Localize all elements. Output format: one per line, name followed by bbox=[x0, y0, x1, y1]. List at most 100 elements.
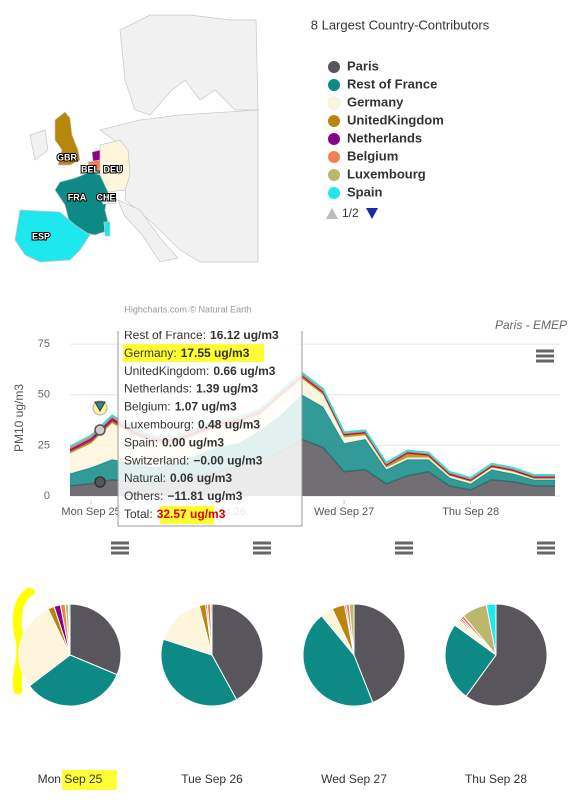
map-label: FRA bbox=[68, 192, 87, 202]
legend-item[interactable]: Paris bbox=[347, 58, 379, 73]
map-labels: GBR BEL DEU FRA CHE ESP bbox=[31, 151, 124, 242]
tooltip-row: Netherlands: 1.39 ug/m3 bbox=[124, 382, 258, 396]
map-label: GBR bbox=[57, 152, 78, 162]
map-land bbox=[99, 109, 259, 263]
menu-bar bbox=[253, 546, 271, 550]
tooltip-row: Natural: 0.06 ug/m3 bbox=[124, 471, 232, 485]
pie-slice[interactable] bbox=[162, 604, 213, 656]
pie-slice[interactable] bbox=[485, 603, 497, 656]
pie-slice[interactable] bbox=[69, 603, 122, 676]
legend-symbol bbox=[328, 61, 340, 73]
menu-button[interactable] bbox=[395, 541, 413, 555]
tooltip-row: Germany: 17.55 ug/m3 bbox=[124, 346, 250, 360]
legend-item[interactable]: Netherlands bbox=[347, 130, 422, 145]
menu-bar bbox=[395, 551, 413, 555]
menu-bar bbox=[536, 354, 554, 358]
tooltip-value: 16.12 ug/m3 bbox=[210, 328, 279, 342]
menu-bar bbox=[111, 546, 129, 550]
tooltip-row: UnitedKingdom: 0.66 ug/m3 bbox=[124, 364, 276, 378]
pie-slice[interactable] bbox=[67, 603, 71, 656]
legend-item[interactable]: Spain bbox=[347, 184, 382, 199]
pie-slice[interactable] bbox=[211, 603, 264, 701]
legend: Paris Rest of France Germany UnitedKingdom N… bbox=[327, 58, 444, 199]
menu-button[interactable] bbox=[111, 541, 129, 555]
tooltip-label: Germany: bbox=[124, 346, 177, 360]
hover-marker bbox=[94, 424, 106, 436]
pie-slice[interactable] bbox=[160, 638, 238, 707]
pies: Mon Sep 25 Tue Sep 26 Wed Sep 27 Thu Sep 28 bbox=[18, 603, 548, 786]
map-label: ESP bbox=[32, 231, 50, 241]
menu-bar bbox=[536, 359, 554, 363]
tooltip-value: 0.06 ug/m3 bbox=[170, 471, 232, 485]
hover-marker bbox=[94, 476, 106, 488]
pie-label: Wed Sep 27 bbox=[321, 772, 387, 786]
tooltip-value: 1.07 ug/m3 bbox=[175, 400, 237, 414]
map-land bbox=[119, 14, 259, 116]
tooltip-label: Others: bbox=[124, 489, 163, 503]
menu-button[interactable] bbox=[253, 541, 271, 555]
menu-button[interactable] bbox=[536, 349, 554, 363]
legend-symbol bbox=[328, 133, 340, 145]
tooltip-row: Total: 32.57 ug/m3 bbox=[124, 507, 226, 521]
pie-slice[interactable] bbox=[18, 608, 71, 687]
map-land bbox=[29, 129, 49, 161]
legend-item[interactable]: Luxembourg bbox=[347, 166, 426, 181]
y-tick-label: 0 bbox=[44, 490, 50, 502]
map-country bbox=[103, 221, 111, 237]
menu-bar bbox=[253, 551, 271, 555]
legend-item[interactable]: Rest of France bbox=[347, 76, 437, 91]
y-tick-label: 50 bbox=[38, 389, 50, 401]
tooltip-row: Switzerland: −0.00 ug/m3 bbox=[124, 453, 263, 467]
tooltip-row: Rest of France: 16.12 ug/m3 bbox=[124, 328, 279, 342]
tooltip-value: −0.00 ug/m3 bbox=[193, 453, 262, 467]
pie-slice[interactable] bbox=[465, 603, 548, 707]
tooltip-label: Natural: bbox=[124, 471, 166, 485]
menu-bar bbox=[253, 541, 271, 545]
map-country bbox=[99, 193, 117, 205]
pie-slice[interactable] bbox=[444, 624, 497, 697]
tooltip-label: Total: bbox=[124, 507, 153, 521]
tooltip-label: Rest of France: bbox=[124, 328, 206, 342]
map-credit[interactable]: Highcharts.com © Natural Earth bbox=[124, 304, 251, 314]
pie-slice[interactable] bbox=[302, 614, 374, 707]
x-tick-label: Mon Sep 25 bbox=[61, 506, 120, 518]
tooltip-row: Belgium: 1.07 ug/m3 bbox=[124, 400, 237, 414]
tooltip-label: Luxembourg: bbox=[124, 418, 194, 432]
pager-prev[interactable] bbox=[326, 208, 338, 219]
legend-item[interactable]: Germany bbox=[347, 94, 404, 109]
tooltip-label: Netherlands: bbox=[124, 382, 192, 396]
pie-slice[interactable] bbox=[353, 603, 406, 704]
pie-label: Thu Sep 28 bbox=[465, 772, 527, 786]
menu-button[interactable] bbox=[537, 541, 555, 555]
tooltip-rows: Rest of France: 16.12 ug/m3 Germany: 17.55 … bbox=[124, 328, 279, 521]
tooltip-value: 17.55 ug/m3 bbox=[181, 346, 250, 360]
menu-bar bbox=[537, 551, 555, 555]
tooltip-label: Spain: bbox=[124, 436, 158, 450]
tooltip-value: 1.39 ug/m3 bbox=[196, 382, 258, 396]
menus bbox=[111, 349, 555, 555]
pie-slice[interactable] bbox=[28, 654, 118, 707]
tooltip-box bbox=[117, 331, 303, 527]
map-land bbox=[117, 199, 179, 263]
tooltip-row: Others: −11.81 ug/m3 bbox=[124, 489, 243, 503]
map-label: CHE bbox=[96, 192, 115, 202]
map-country bbox=[14, 209, 91, 263]
tooltip-label: Switzerland: bbox=[124, 453, 189, 467]
x-tick-label: Thu Sep 28 bbox=[442, 506, 499, 518]
highlight bbox=[62, 770, 117, 790]
map-label: DEU bbox=[103, 164, 122, 174]
menu-bar bbox=[111, 551, 129, 555]
legend-item[interactable]: Belgium bbox=[347, 148, 398, 163]
highlight bbox=[12, 587, 35, 695]
chart-subtitle: Paris - EMEP bbox=[495, 318, 567, 332]
y-tick-label: 25 bbox=[38, 439, 50, 451]
pager-next[interactable] bbox=[366, 208, 378, 219]
map-country bbox=[54, 111, 81, 166]
tooltip: Rest of France: 16.12 ug/m3 Germany: 17.55 … bbox=[117, 328, 303, 527]
map-label: BEL bbox=[81, 164, 100, 174]
tooltip-row: Luxembourg: 0.48 ug/m3 bbox=[124, 418, 260, 432]
tooltip-value: 0.66 ug/m3 bbox=[213, 364, 275, 378]
legend-symbol bbox=[328, 169, 340, 181]
legend-item[interactable]: UnitedKingdom bbox=[347, 112, 444, 127]
tooltip-value: 0.48 ug/m3 bbox=[198, 418, 260, 432]
